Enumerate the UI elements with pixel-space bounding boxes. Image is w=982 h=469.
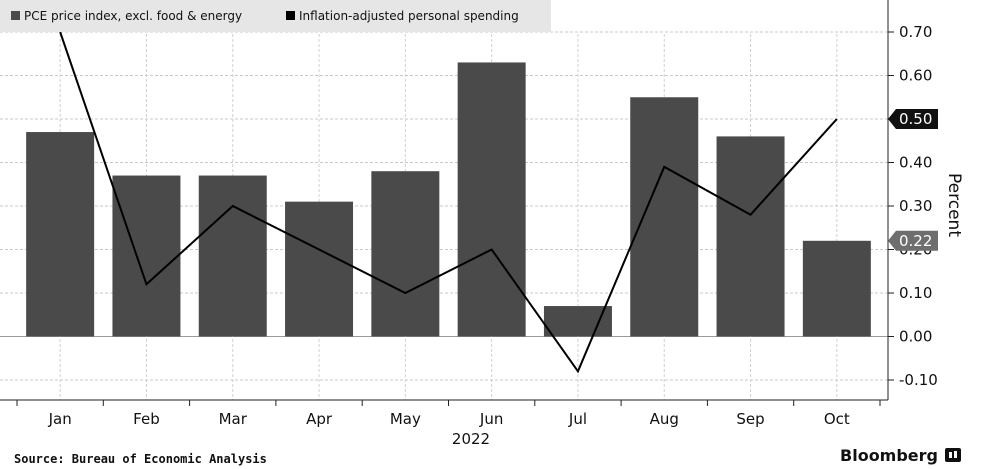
bar-apr: [285, 201, 354, 337]
y-tick-label: 0.00: [899, 328, 932, 346]
legend-label-bar: PCE price index, excl. food & energy: [24, 9, 242, 23]
end-value-tag-label: 0.22: [899, 232, 932, 250]
end-value-tag: 0.22: [888, 230, 938, 251]
x-tick-label-jun: Jun: [479, 410, 503, 428]
legend-background: [0, 0, 551, 32]
bar-may: [371, 171, 440, 337]
end-value-tag-shape: [888, 230, 938, 251]
y-tick-label: 0.30: [899, 197, 932, 215]
end-value-tag: 0.50: [888, 109, 938, 129]
bar-mar: [198, 175, 267, 337]
bar-aug: [630, 97, 699, 337]
bar-oct: [802, 240, 871, 337]
y-axis: 0.700.600.500.400.300.200.100.00-0.100.5…: [887, 0, 938, 400]
bar-jun: [457, 62, 526, 337]
y-tick-label: 0.10: [899, 284, 932, 302]
x-tick-label-mar: Mar: [219, 410, 248, 428]
x-tick-label-aug: Aug: [650, 410, 679, 428]
bar-jul: [543, 306, 612, 337]
legend-swatch-line: [286, 11, 295, 20]
x-tick-label-apr: Apr: [306, 410, 333, 428]
x-axis-year-label: 2022: [452, 430, 490, 448]
bar-sep: [716, 136, 785, 337]
x-tick-label-jan: Jan: [48, 410, 72, 428]
bar-series: [26, 62, 871, 337]
y-axis-title: Percent: [944, 173, 964, 237]
y-tick-label: 0.70: [899, 23, 932, 41]
y-tick-label: 0.40: [899, 154, 932, 172]
x-tick-label-jul: Jul: [568, 410, 587, 428]
x-tick-label-feb: Feb: [133, 410, 160, 428]
spending-line: [59, 31, 838, 374]
x-tick-label-may: May: [390, 410, 421, 428]
y-tick-label: -0.10: [899, 371, 938, 389]
legend: PCE price index, excl. food & energy Inf…: [0, 0, 551, 32]
y-tick-label: 0.60: [899, 67, 932, 85]
x-tick-label-sep: Sep: [736, 410, 764, 428]
end-value-tag-shape: [888, 109, 938, 129]
bar-feb: [112, 175, 181, 337]
source-note: Source: Bureau of Economic Analysis: [14, 452, 267, 466]
bloomberg-terminal-icon: [945, 448, 961, 462]
bar-jan: [26, 132, 95, 337]
legend-swatch-bar: [11, 11, 20, 20]
end-value-tag-label: 0.50: [899, 110, 932, 128]
x-axis: Jan Feb Mar Apr May Jun Jul Aug Sep Oct: [0, 399, 888, 428]
brand-logo-text: Bloomberg: [840, 446, 938, 465]
legend-label-line: Inflation-adjusted personal spending: [299, 9, 519, 23]
x-tick-label-oct: Oct: [824, 410, 850, 428]
